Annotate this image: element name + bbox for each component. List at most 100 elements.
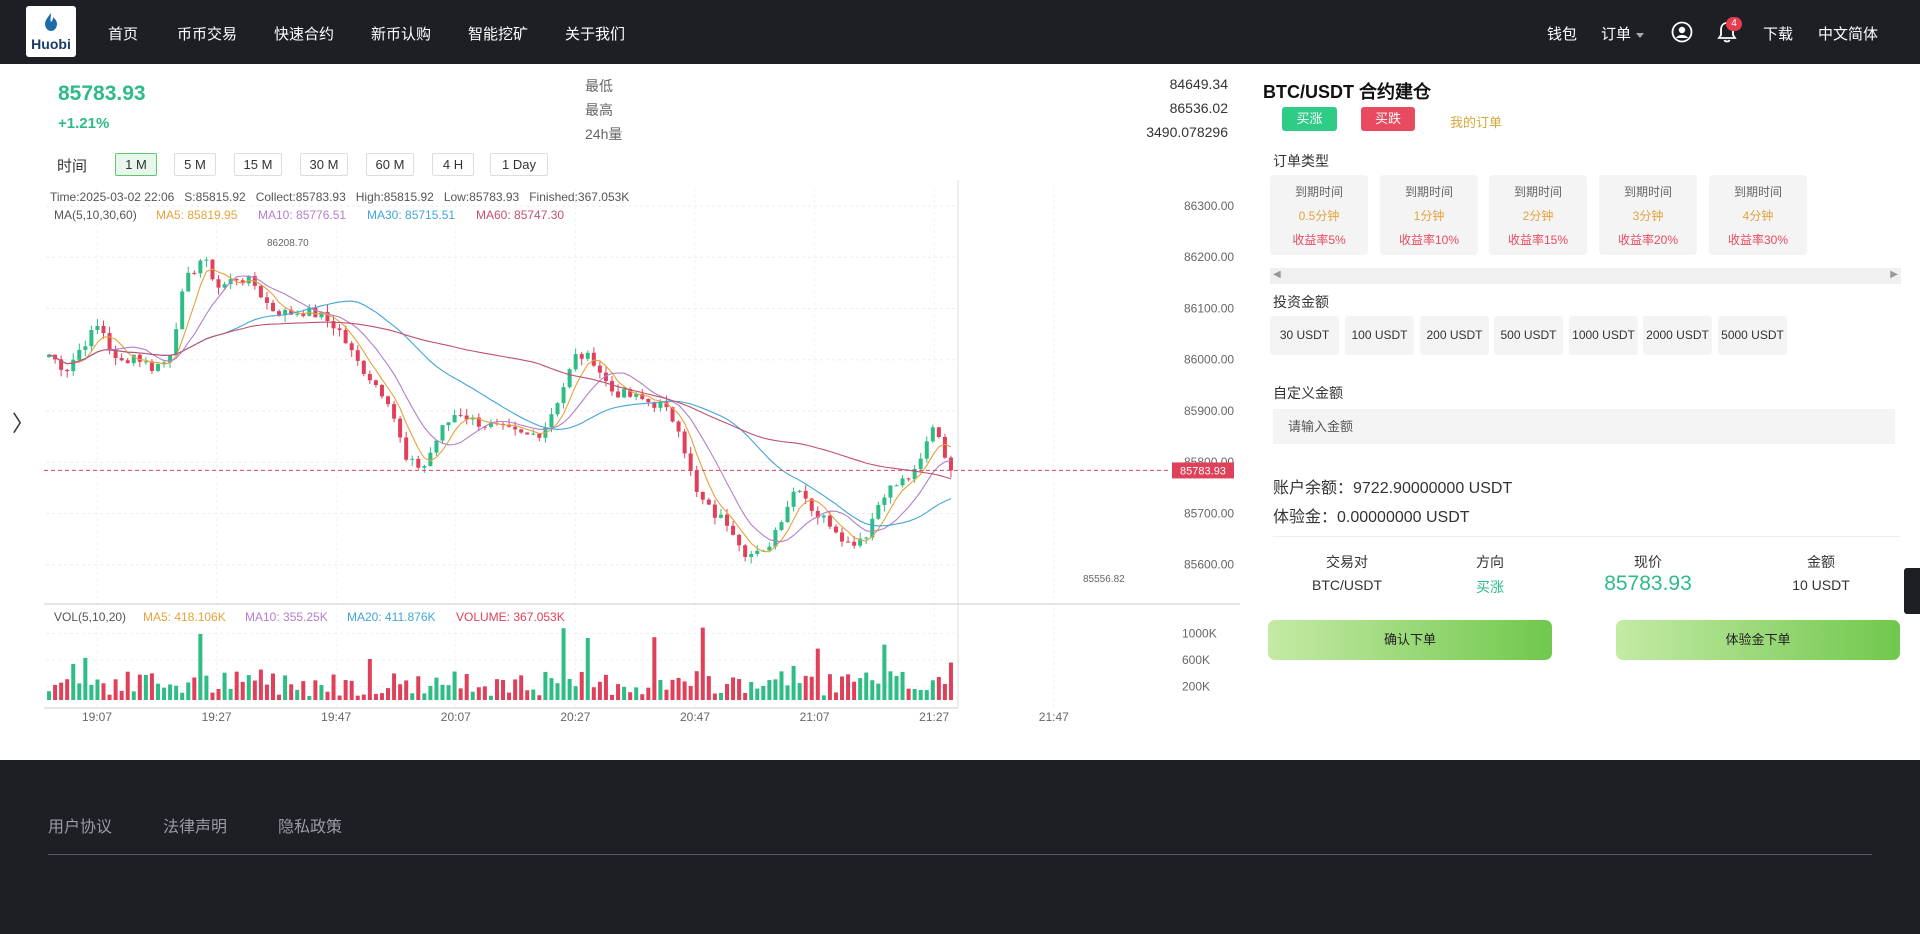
candle-info-line: Time:2025-03-02 22:06 S:85815.92 Collect… [50, 190, 629, 204]
amount-option[interactable]: 1000 USDT [1569, 316, 1638, 355]
volume-bar [240, 681, 245, 700]
interval-1m[interactable]: 1 M [115, 153, 157, 176]
side-service-tab[interactable] [1904, 568, 1920, 614]
candle [912, 468, 917, 480]
candle [882, 497, 887, 505]
interval-1day[interactable]: 1 Day [490, 153, 548, 176]
amount-option[interactable]: 2000 USDT [1643, 316, 1712, 355]
volume-bar [876, 683, 881, 700]
volume-bar [295, 689, 300, 700]
chevron-right-icon[interactable]: 〉 [12, 411, 35, 436]
expiry-option[interactable]: 到期时间 1分钟 收益率10% [1380, 175, 1478, 255]
amount-option[interactable]: 200 USDT [1420, 316, 1489, 355]
confirm-order-button[interactable]: 确认下单 [1268, 620, 1552, 660]
volume-bar [912, 688, 917, 700]
volume-bar [482, 686, 487, 700]
amount-option[interactable]: 100 USDT [1345, 316, 1414, 355]
volume-bar [143, 674, 148, 700]
interval-4h[interactable]: 4 H [432, 153, 474, 176]
kline-svg[interactable]: 86300.00 86200.00 86100.00 86000.00 85900.00… [0, 180, 1245, 735]
nav-orders-dropdown[interactable]: 订单 [1601, 23, 1645, 44]
scroll-right-icon[interactable]: ▶ [1890, 269, 1898, 280]
y-tick-label: 86100.00 [1184, 301, 1234, 315]
volume-bar [379, 693, 384, 700]
candle [785, 506, 790, 523]
candle [603, 372, 608, 382]
interval-30m[interactable]: 30 M [300, 153, 348, 176]
footer-divider [48, 854, 1872, 855]
candle [204, 259, 209, 261]
candle [573, 354, 578, 370]
nav-about[interactable]: 关于我们 [565, 26, 626, 43]
volume-bar [597, 681, 602, 700]
summary-header-direction: 方向 [1476, 554, 1504, 570]
expiry-option[interactable]: 到期时间 3分钟 收益率20% [1599, 175, 1697, 255]
amount-option[interactable]: 500 USDT [1494, 316, 1563, 355]
buy-up-button[interactable]: 买涨 [1282, 107, 1337, 131]
summary-header-price: 现价 [1634, 554, 1662, 570]
amount-option[interactable]: 5000 USDT [1718, 316, 1787, 355]
interval-5m[interactable]: 5 M [174, 153, 216, 176]
volume-bar [531, 689, 536, 700]
expiry-option[interactable]: 到期时间 0.5分钟 收益率5% [1270, 175, 1368, 255]
huobi-logo[interactable]: Huobi [26, 6, 76, 57]
volume-bar [561, 628, 566, 700]
scroll-left-icon[interactable]: ◀ [1273, 269, 1281, 280]
volume-bar [404, 680, 409, 700]
volume-bar [809, 676, 814, 700]
nav-orders-label: 订单 [1601, 26, 1632, 43]
volume-bar [83, 657, 88, 700]
volume-bar [924, 690, 929, 700]
ma30-label: MA30: 85715.51 [367, 208, 455, 222]
expiry-time: 3分钟 [1632, 209, 1664, 223]
high-value: 86536.02 [1169, 100, 1228, 116]
candle [597, 365, 602, 373]
candle [767, 546, 772, 551]
candle [410, 458, 415, 460]
nav-home[interactable]: 首页 [108, 26, 139, 43]
my-orders-link[interactable]: 我的订单 [1450, 115, 1503, 130]
logo-text: Huobi [31, 36, 71, 52]
volume-bar [646, 687, 651, 700]
volume-bar [101, 683, 106, 700]
tab-time[interactable]: 时间 [57, 158, 88, 175]
custom-amount-input[interactable] [1273, 409, 1895, 444]
interval-15m[interactable]: 15 M [234, 153, 282, 176]
volume-bar [398, 684, 403, 700]
expiry-option[interactable]: 到期时间 2分钟 收益率15% [1489, 175, 1587, 255]
volume-label: 24h量 [585, 126, 623, 142]
nav-language[interactable]: 中文简体 [1818, 26, 1879, 43]
candle [192, 272, 197, 274]
nav-wallet[interactable]: 钱包 [1547, 26, 1578, 43]
volume-bar [125, 671, 130, 700]
interval-60m[interactable]: 60 M [366, 153, 414, 176]
summary-price: 85783.93 [1604, 572, 1692, 595]
kline-chart[interactable]: 86300.00 86200.00 86100.00 86000.00 85900.00… [0, 180, 1245, 735]
nav-mining[interactable]: 智能挖矿 [468, 26, 529, 43]
nav-quick-contract[interactable]: 快速合约 [274, 26, 335, 43]
nav-download[interactable]: 下载 [1763, 26, 1794, 43]
user-icon[interactable] [1671, 21, 1693, 43]
buy-down-button[interactable]: 买跌 [1361, 107, 1415, 131]
volume-bar [210, 692, 215, 700]
nav-new-coin[interactable]: 新币认购 [371, 26, 432, 43]
candle [507, 424, 512, 427]
volume-bar [948, 662, 953, 700]
expiry-yield: 收益率15% [1507, 233, 1569, 247]
nav-spot-trading[interactable]: 币币交易 [177, 26, 238, 43]
footer-legal-notice[interactable]: 法律声明 [163, 819, 228, 836]
volume-bar [815, 648, 820, 700]
footer-user-agreement[interactable]: 用户协议 [48, 819, 113, 836]
low-label: 最低 [585, 78, 613, 94]
volume-bar [59, 682, 64, 700]
candle [930, 427, 935, 442]
candle [779, 522, 784, 530]
expiry-option[interactable]: 到期时间 4分钟 收益率30% [1709, 175, 1807, 255]
amount-option[interactable]: 30 USDT [1270, 316, 1339, 355]
candle [731, 525, 736, 535]
footer-privacy-policy[interactable]: 隐私政策 [278, 819, 343, 836]
expiry-scrollbar[interactable]: ◀ ▶ [1270, 268, 1901, 284]
volume-bar [386, 688, 391, 700]
candle [482, 426, 487, 428]
trial-order-button[interactable]: 体验金下单 [1616, 620, 1900, 660]
